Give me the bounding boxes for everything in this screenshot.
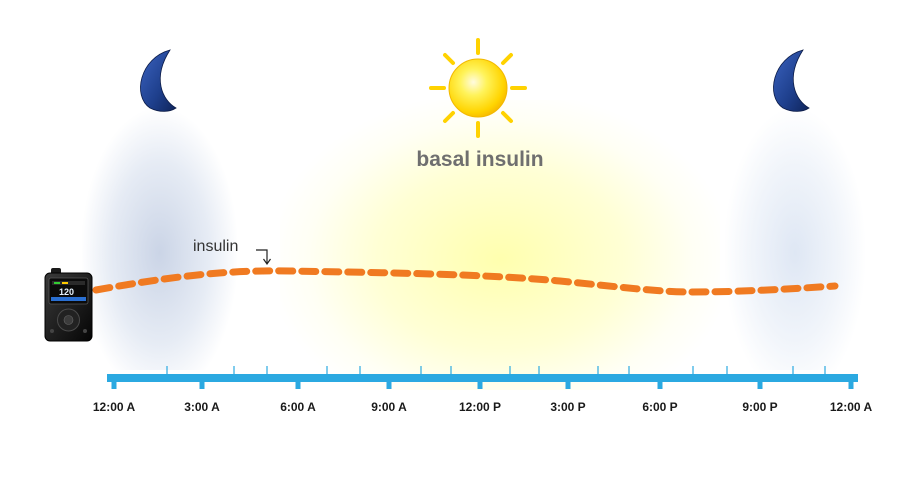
axis-major-tick [657,381,663,389]
axis-tick-label: 12:00 P [459,400,501,414]
axis-tick-label: 9:00 P [742,400,777,414]
pump-screen-value: 120 [59,287,74,297]
axis-major-tick [111,381,117,389]
axis-major-tick [199,381,205,389]
sun-icon [429,38,527,138]
axis-tick-label: 3:00 P [550,400,585,414]
axis-tick-label: 12:00 A [93,400,136,414]
axis-major-tick [295,381,301,389]
axis-major-tick [848,381,854,389]
moon-icon [140,49,177,112]
insulin-pump-icon: 120 [44,268,93,342]
axis-major-tick [477,381,483,389]
axis-tick-label: 6:00 A [280,400,316,414]
axis-tick-label: 12:00 A [830,400,873,414]
insulin-curve-label: insulin [193,238,239,255]
insulin-pointer-arrow [256,249,271,266]
axis-tick-label: 3:00 A [184,400,220,414]
axis-major-tick [757,381,763,389]
axis-major-tick [565,381,571,389]
diagram-title: basal insulin [416,148,544,171]
basal-insulin-curve [92,267,839,296]
axis-tick-label: 6:00 P [642,400,677,414]
axis-major-tick [386,381,392,389]
axis-tick-label: 9:00 A [371,400,407,414]
time-axis: 12:00 A 3:00 A 6:00 A 9:00 A 12:00 P 3:00 P 6:… [93,366,873,414]
moon-icon [773,49,810,112]
